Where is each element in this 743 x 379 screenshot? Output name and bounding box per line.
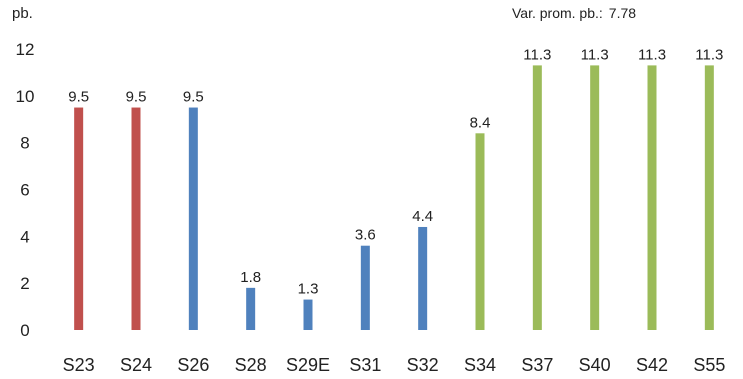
average-annotation-label: Var. prom. pb.: [512,5,603,21]
data-label-s28: 1.8 [240,269,261,286]
average-annotation-value: 7.78 [608,5,637,21]
data-label-s23: 9.5 [68,89,89,106]
y-axis-unit-label: pb. [12,5,33,22]
bar-s31 [360,245,370,330]
bar-s26 [188,107,198,331]
data-label-s29e: 1.3 [298,281,319,298]
bar-s29e [303,299,313,330]
bar-s34 [475,133,485,330]
y-tick-label: 10 [16,87,35,106]
x-tick-label-s31: S31 [349,355,381,375]
data-label-s26: 9.5 [183,89,204,106]
average-annotation: Var. prom. pb.: 7.78 [512,5,636,21]
bar-s23 [74,107,84,331]
bar-s42 [647,65,657,331]
data-labels: 9.5 9.5 9.5 1.8 1.3 3.6 4.4 8.4 11.3 11.3 11.3 11.3 [68,46,723,297]
x-tick-label-s34: S34 [464,355,496,375]
x-tick-label-s26: S26 [177,355,209,375]
y-tick-label: 0 [20,321,29,340]
x-tick-label-s24: S24 [120,355,152,375]
bar-s55 [704,65,714,331]
data-label-s42: 11.3 [638,46,666,63]
data-label-s24: 9.5 [126,89,147,106]
x-tick-label-s28: S28 [235,355,267,375]
x-tick-label-s55: S55 [693,355,725,375]
y-axis: 0 2 4 6 8 10 12 [16,40,35,340]
y-tick-label: 8 [20,134,29,153]
data-label-s34: 8.4 [470,114,491,131]
x-tick-label-s40: S40 [579,355,611,375]
bar-series [74,65,714,331]
y-tick-label: 6 [20,181,29,200]
data-label-s32: 4.4 [412,208,433,225]
data-label-s31: 3.6 [355,227,376,244]
x-tick-label-s37: S37 [521,355,553,375]
bar-s32 [418,226,428,330]
x-tick-label-s23: S23 [63,355,95,375]
y-tick-label: 12 [16,40,35,59]
bar-s40 [590,65,600,331]
bar-s24 [131,107,141,331]
x-tick-label-s32: S32 [407,355,439,375]
y-tick-label: 4 [20,227,29,246]
data-label-s37: 11.3 [523,46,551,63]
bar-s37 [532,65,542,331]
bar-s28 [246,287,256,330]
data-label-s40: 11.3 [581,46,609,63]
x-tick-label-s42: S42 [636,355,668,375]
data-label-s55: 11.3 [695,46,723,63]
x-axis: S23 S24 S26 S28 S29E S31 S32 S34 S37 S40 S42 S55 [63,355,726,375]
x-tick-label-s29e: S29E [286,355,330,375]
y-tick-label: 2 [20,274,29,293]
